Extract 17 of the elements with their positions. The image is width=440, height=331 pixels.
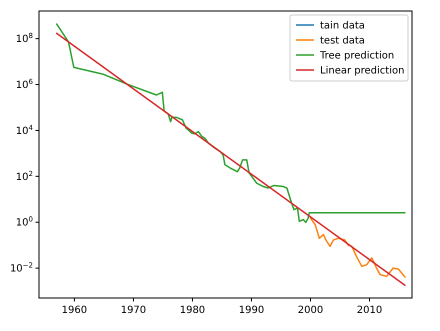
y-tick-label: 10$^{0}$ [16,216,33,229]
x-tick-label: 1970 [120,305,146,316]
y-tick-label: 10$^{2}$ [16,170,33,183]
y-tick-label: 10$^{6}$ [16,78,34,92]
y-tick-label: 10$^{4}$ [16,124,34,137]
y-tick-label: 10$^{−2}$ [10,262,33,275]
legend-label: Tree prediction [319,50,394,62]
x-tick-label: 1990 [238,305,264,316]
x-tick-label: 2010 [356,305,382,316]
legend-label: tain data [320,20,365,32]
y-tick-label: 10$^{8}$ [16,32,33,46]
line-series [310,217,406,278]
legend-label: Linear prediction [320,66,404,76]
x-tick-label: 2000 [298,305,324,316]
x-tick-label: 1980 [180,305,206,316]
legend-label: test data [320,36,365,46]
x-tick-label: 1960 [62,305,88,316]
